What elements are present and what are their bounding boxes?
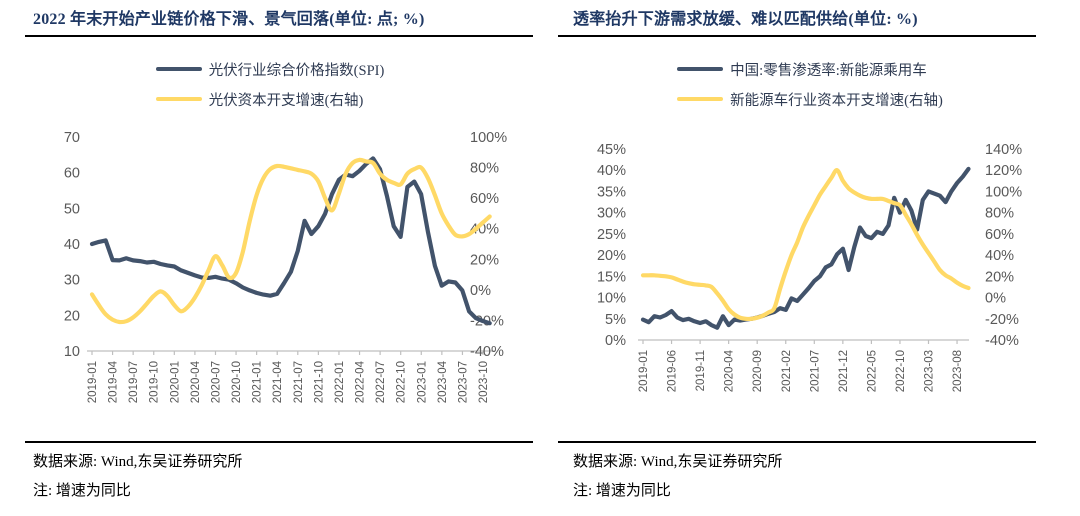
data-source: 数据来源: Wind,东吴证券研究所 xyxy=(33,454,243,470)
svg-text:2022-10: 2022-10 xyxy=(895,350,907,392)
chart-title: 透率抬升下游需求放缓、难以匹配供给(单位: %) xyxy=(573,11,918,28)
legend-line-swatch xyxy=(677,66,724,72)
svg-text:45%: 45% xyxy=(597,142,626,158)
figure-panel-nev: 透率抬升下游需求放缓、难以匹配供给(单位: %) 中国:零售渗透率:新能源乘用车… xyxy=(540,0,1080,516)
legend-label: 光伏行业综合价格指数(SPI) xyxy=(208,62,385,79)
svg-text:2019-11: 2019-11 xyxy=(695,350,707,391)
svg-text:2021-12: 2021-12 xyxy=(838,350,850,392)
svg-text:-20%: -20% xyxy=(985,312,1019,328)
svg-text:60: 60 xyxy=(64,166,80,182)
svg-text:2020-01: 2020-01 xyxy=(169,361,181,403)
svg-text:20%: 20% xyxy=(985,269,1014,285)
svg-text:40: 40 xyxy=(64,237,80,253)
svg-text:60%: 60% xyxy=(470,191,499,207)
svg-text:10%: 10% xyxy=(597,291,626,307)
svg-text:2023-01: 2023-01 xyxy=(416,361,428,403)
legend-line-swatch xyxy=(677,96,724,102)
svg-text:2019-01: 2019-01 xyxy=(87,361,99,403)
svg-text:20: 20 xyxy=(64,308,80,324)
svg-text:2019-10: 2019-10 xyxy=(149,361,161,403)
legend-label: 光伏资本开支增速(右轴) xyxy=(208,92,364,109)
svg-text:2020-09: 2020-09 xyxy=(752,350,764,392)
footnote: 注: 增速为同比 xyxy=(573,483,671,499)
svg-text:20%: 20% xyxy=(597,248,626,264)
legend-label: 中国:零售渗透率:新能源乘用车 xyxy=(730,62,927,79)
svg-text:2023-03: 2023-03 xyxy=(924,350,936,392)
legend-item-capex: 新能源车行业资本开支增速(右轴) xyxy=(677,90,943,109)
svg-text:25%: 25% xyxy=(597,227,626,243)
svg-text:2019-04: 2019-04 xyxy=(108,360,120,403)
svg-text:2020-07: 2020-07 xyxy=(210,361,222,403)
svg-text:5%: 5% xyxy=(605,312,626,328)
chart-legend: 光伏行业综合价格指数(SPI) 光伏资本开支增速(右轴) xyxy=(0,60,540,109)
footer-divider xyxy=(25,441,533,443)
footer-divider xyxy=(558,441,1036,443)
svg-text:-40%: -40% xyxy=(985,333,1019,349)
svg-text:80%: 80% xyxy=(470,161,499,177)
svg-text:2022-07: 2022-07 xyxy=(375,361,387,403)
svg-text:2022-01: 2022-01 xyxy=(334,361,346,403)
title-underline xyxy=(558,35,1036,37)
svg-text:50: 50 xyxy=(64,201,80,217)
svg-text:2023-07: 2023-07 xyxy=(457,361,469,403)
svg-text:30%: 30% xyxy=(597,206,626,222)
footnote: 注: 增速为同比 xyxy=(33,483,131,499)
svg-text:2021-07: 2021-07 xyxy=(293,361,305,403)
svg-text:-40%: -40% xyxy=(470,344,504,360)
svg-text:2021-10: 2021-10 xyxy=(313,361,325,403)
svg-text:2023-04: 2023-04 xyxy=(437,360,449,403)
legend-item-spi: 光伏行业综合价格指数(SPI) xyxy=(155,60,385,79)
svg-text:2019-06: 2019-06 xyxy=(667,350,679,392)
svg-text:2021-02: 2021-02 xyxy=(781,350,793,392)
svg-text:20%: 20% xyxy=(470,252,499,268)
svg-text:2022-10: 2022-10 xyxy=(396,361,408,403)
line-chart-pv: 2019-01 2019-04 2019-07 2019-10 2020-01 2020-… xyxy=(64,130,507,403)
title-underline xyxy=(25,35,533,37)
svg-text:2020-04: 2020-04 xyxy=(724,349,736,392)
svg-text:15%: 15% xyxy=(597,269,626,285)
svg-text:60%: 60% xyxy=(985,227,1014,243)
svg-text:120%: 120% xyxy=(985,163,1022,179)
svg-text:140%: 140% xyxy=(985,142,1022,158)
legend-item-penetration: 中国:零售渗透率:新能源乘用车 xyxy=(677,60,927,79)
legend-item-capex: 光伏资本开支增速(右轴) xyxy=(155,90,364,109)
legend-label: 新能源车行业资本开支增速(右轴) xyxy=(730,92,943,109)
legend-line-swatch xyxy=(155,96,202,102)
svg-text:35%: 35% xyxy=(597,184,626,200)
data-source: 数据来源: Wind,东吴证券研究所 xyxy=(573,454,783,470)
svg-text:2021-04: 2021-04 xyxy=(272,360,284,403)
svg-text:2023-08: 2023-08 xyxy=(952,350,964,392)
svg-text:2022-05: 2022-05 xyxy=(866,350,878,392)
svg-text:2022-04: 2022-04 xyxy=(355,360,367,403)
svg-text:80%: 80% xyxy=(985,206,1014,222)
svg-text:0%: 0% xyxy=(470,283,491,299)
figure-panel-pv: 2022 年末开始产业链价格下滑、景气回落(单位: 点; %) 光伏行业综合价格… xyxy=(0,11,540,499)
svg-text:40%: 40% xyxy=(985,248,1014,264)
chart-title: 2022 年末开始产业链价格下滑、景气回落(单位: 点; %) xyxy=(33,11,425,28)
chart-legend: 中国:零售渗透率:新能源乘用车 新能源车行业资本开支增速(右轴) xyxy=(540,60,1080,109)
svg-text:2023-10: 2023-10 xyxy=(478,361,490,403)
svg-text:100%: 100% xyxy=(985,184,1022,200)
legend-rows: 光伏行业综合价格指数(SPI) 光伏资本开支增速(右轴) xyxy=(155,60,385,109)
svg-text:10: 10 xyxy=(64,344,80,360)
svg-text:100%: 100% xyxy=(470,130,507,146)
svg-text:2021-07: 2021-07 xyxy=(809,350,821,392)
svg-text:2020-04: 2020-04 xyxy=(190,360,202,403)
svg-text:0%: 0% xyxy=(605,333,626,349)
svg-text:70: 70 xyxy=(64,130,80,146)
svg-text:2019-07: 2019-07 xyxy=(128,361,140,403)
svg-text:40%: 40% xyxy=(597,163,626,179)
svg-text:2019-01: 2019-01 xyxy=(638,350,650,392)
line-chart-nev: 2019-01 2019-06 2019-11 2020-04 2020-09 2021-… xyxy=(597,142,1022,392)
legend-line-swatch xyxy=(155,66,202,72)
svg-text:0%: 0% xyxy=(985,291,1006,307)
svg-text:30: 30 xyxy=(64,273,80,289)
legend-rows: 中国:零售渗透率:新能源乘用车 新能源车行业资本开支增速(右轴) xyxy=(677,60,943,109)
svg-text:2020-10: 2020-10 xyxy=(231,361,243,403)
svg-text:2021-01: 2021-01 xyxy=(252,361,264,403)
